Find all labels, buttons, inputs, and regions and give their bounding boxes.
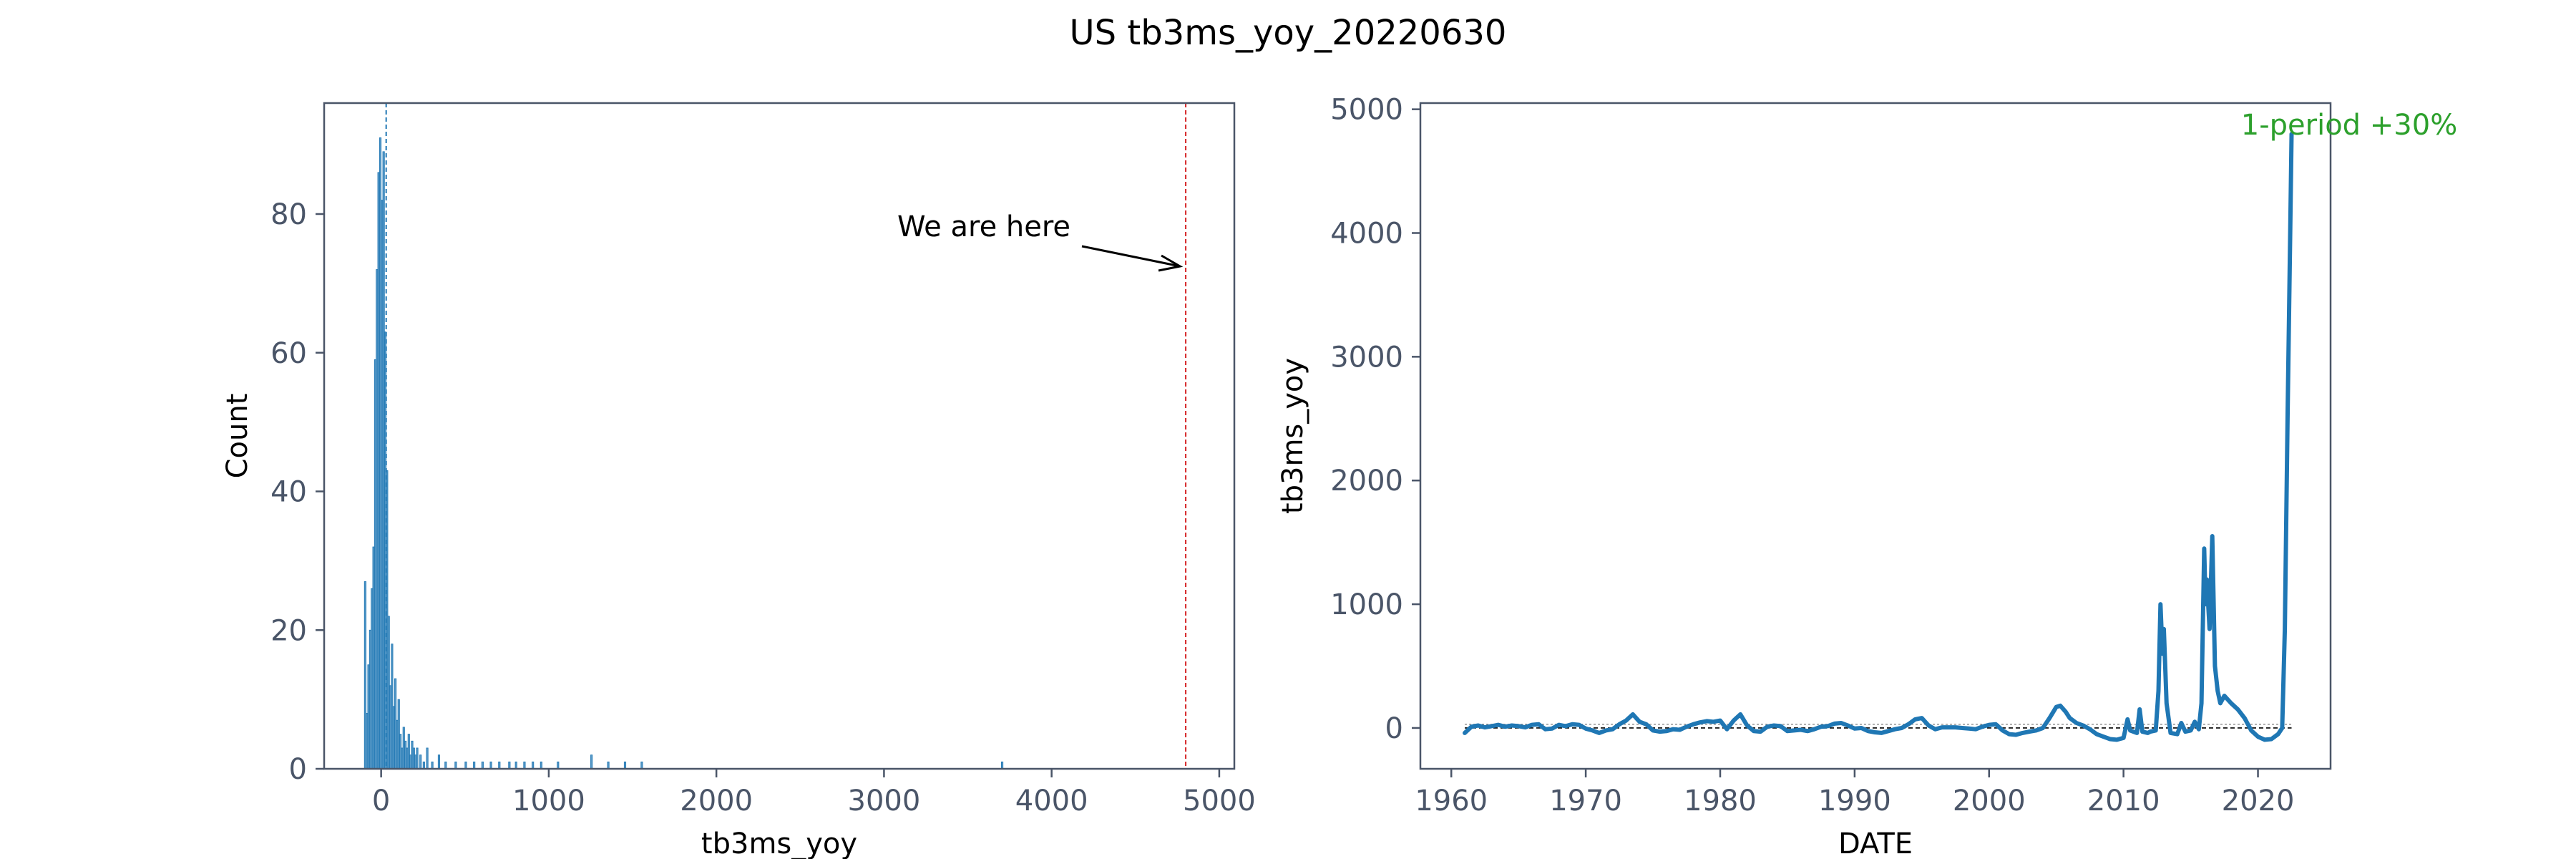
histogram-bar xyxy=(523,761,526,770)
y-tick-label: 0 xyxy=(289,753,307,786)
histogram-bar xyxy=(532,761,535,770)
histogram-bar xyxy=(607,761,610,770)
x-tick-label: 1960 xyxy=(1415,785,1488,817)
histogram-plot-area xyxy=(324,103,1234,769)
x-tick-label: 1000 xyxy=(512,785,585,817)
x-tick-label: 2010 xyxy=(2087,785,2160,817)
y-tick-label: 80 xyxy=(270,198,307,231)
y-tick-label: 40 xyxy=(270,476,307,509)
histogram-bars xyxy=(364,137,1004,770)
x-tick-label: 1980 xyxy=(1684,785,1757,817)
arrow-head xyxy=(1158,254,1184,272)
histogram-bar xyxy=(540,761,542,770)
line-x-ticks: 1960 1970 1980 1990 2000 2010 2020 xyxy=(1415,769,2294,817)
histogram-x-ticks: 0 1000 2000 3000 4000 5000 xyxy=(372,769,1256,817)
figure-title: US tb3ms_yoy_20220630 xyxy=(1070,13,1507,53)
histogram-bar xyxy=(422,761,425,770)
line-plot-area xyxy=(1420,103,2331,769)
line-y-ticks: 0 1000 2000 3000 4000 5000 xyxy=(1330,94,1420,745)
histogram-bar xyxy=(1000,761,1004,770)
y-tick-label: 3000 xyxy=(1330,341,1403,374)
histogram-y-ticks: 0 20 40 60 80 xyxy=(270,198,324,786)
histogram-bar xyxy=(489,761,492,770)
y-tick-label: 2000 xyxy=(1330,465,1403,498)
histogram-bar xyxy=(454,761,457,770)
x-tick-label: 1990 xyxy=(1818,785,1891,817)
histogram-bar xyxy=(431,761,434,770)
histogram-bar xyxy=(623,761,627,770)
histogram-bar xyxy=(498,761,501,770)
line-series xyxy=(1463,132,2294,742)
y-tick-label: 20 xyxy=(270,614,307,647)
histogram-bar xyxy=(640,761,643,770)
x-tick-label: 2000 xyxy=(1953,785,2026,817)
histogram-y-label: Count xyxy=(221,394,254,479)
x-tick-label: 3000 xyxy=(848,785,921,817)
histogram-panel: 0 1000 2000 3000 4000 5000 0 20 40 60 80 tb3ms_yo… xyxy=(221,102,1256,859)
line-reference-lines xyxy=(1465,724,2292,729)
histogram-reference-lines xyxy=(385,103,1187,769)
histogram-frame xyxy=(323,102,1236,770)
y-tick-label: 4000 xyxy=(1330,218,1403,251)
histogram-bar xyxy=(419,754,422,770)
histogram-bar xyxy=(508,761,511,770)
line-y-label: tb3ms_yoy xyxy=(1277,358,1309,514)
line-x-label: DATE xyxy=(1838,828,1913,859)
y-tick-label: 1000 xyxy=(1330,588,1403,621)
histogram-bar xyxy=(437,754,441,770)
histogram-bar xyxy=(514,761,517,770)
histogram-bar xyxy=(473,761,476,770)
histogram-x-label: tb3ms_yoy xyxy=(701,828,857,859)
arrow-shaft xyxy=(1081,245,1181,268)
histogram-bar xyxy=(557,761,560,770)
histogram-bar xyxy=(590,754,593,770)
histogram-bar xyxy=(464,761,467,770)
y-tick-label: 0 xyxy=(1385,712,1403,745)
x-tick-label: 4000 xyxy=(1015,785,1088,817)
x-tick-label: 1970 xyxy=(1549,785,1622,817)
x-tick-label: 5000 xyxy=(1183,785,1256,817)
histogram-bar xyxy=(481,761,484,770)
we-are-here-arrow xyxy=(1081,245,1184,272)
x-tick-label: 2020 xyxy=(2222,785,2295,817)
x-tick-label: 0 xyxy=(372,785,390,817)
y-tick-label: 60 xyxy=(270,337,307,370)
we-are-here-label: We are here xyxy=(897,210,1070,243)
period-change-annotation: 1-period +30% xyxy=(2241,109,2457,142)
y-tick-label: 5000 xyxy=(1330,94,1403,127)
histogram-bar xyxy=(444,761,447,770)
histogram-bar xyxy=(416,747,419,770)
histogram-bar xyxy=(426,747,429,770)
line-frame xyxy=(1419,102,2332,770)
x-tick-label: 2000 xyxy=(680,785,753,817)
line-panel: 1960 1970 1980 1990 2000 2010 2020 0 1000 2000 30… xyxy=(1277,94,2457,859)
